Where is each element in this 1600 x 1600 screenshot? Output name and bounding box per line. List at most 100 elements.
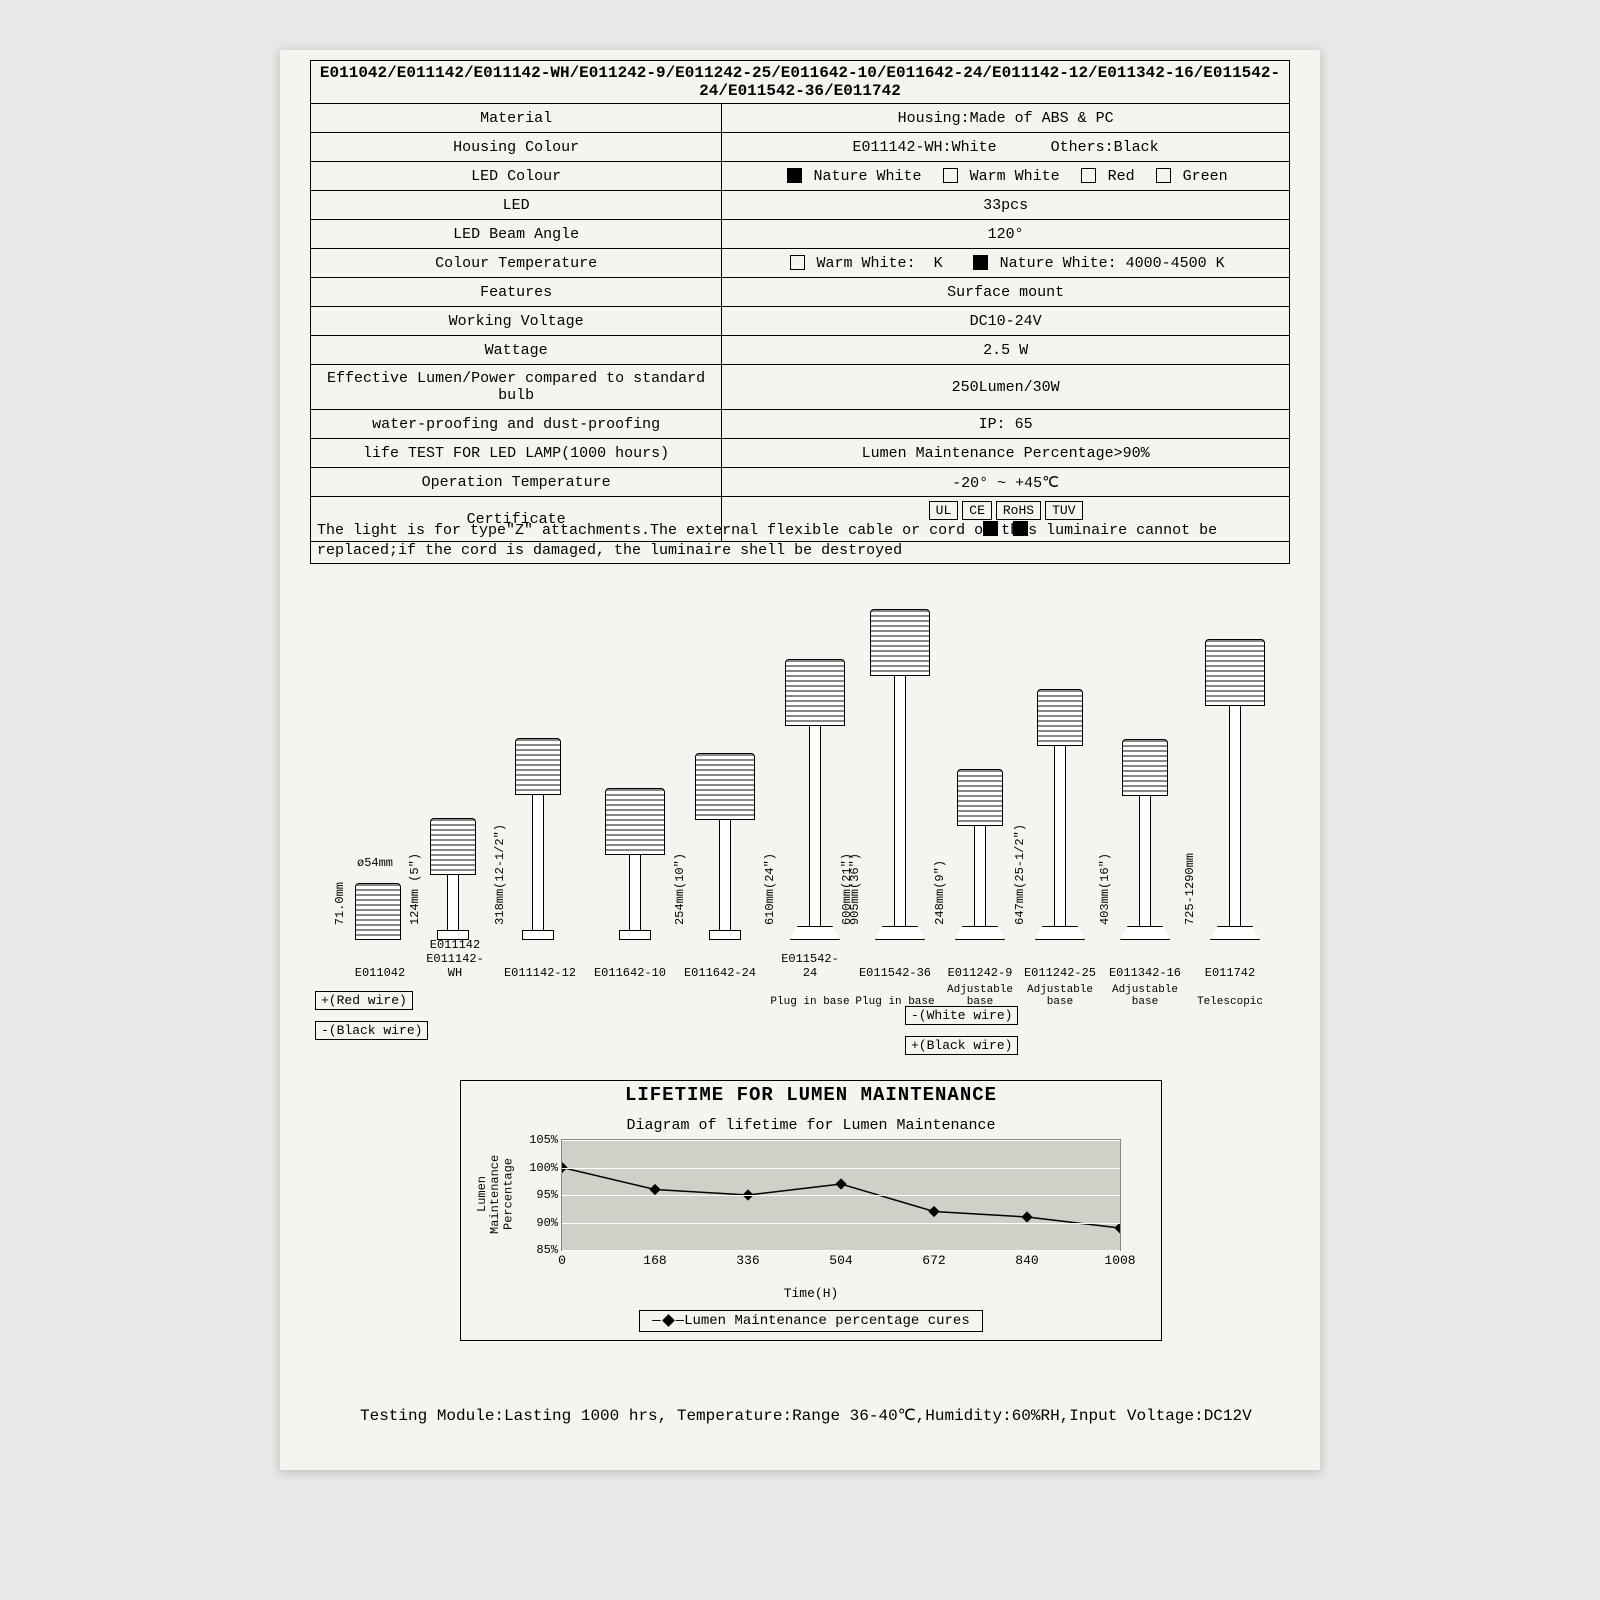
lens-icon [957, 769, 1003, 826]
lens-icon [355, 883, 401, 940]
model-label: E011142E011142-WH [410, 938, 500, 980]
product-diagram [1205, 639, 1265, 940]
type-z-note: The light is for type"Z" attachments.The… [310, 518, 1290, 564]
model-sublabel: Adjustablebase [1015, 984, 1105, 1008]
base [1035, 926, 1085, 940]
spec-row: MaterialHousing:Made of ABS & PC [311, 104, 1290, 133]
stem [447, 875, 459, 930]
spec-value: Nature White Warm White Red Green [722, 162, 1290, 191]
product-diagram [355, 883, 401, 940]
lens-icon [785, 659, 845, 726]
chart-title: LIFETIME FOR LUMEN MAINTENANCE [461, 1081, 1161, 1109]
base [709, 930, 741, 940]
dimension-label: 610mm(24") [763, 853, 777, 925]
product-diagram [955, 769, 1005, 940]
dimension-label: 647mm(25-1/2") [1013, 824, 1027, 925]
model-label: E011342-16 [1100, 966, 1190, 980]
stem [974, 826, 986, 926]
y-axis-label: LumenMaintenancePercentage [476, 1149, 516, 1239]
base [955, 926, 1005, 940]
spec-sheet: E011042/E011142/E011142-WH/E011242-9/E01… [280, 50, 1320, 1470]
chart-subtitle: Diagram of lifetime for Lumen Maintenanc… [461, 1109, 1161, 1139]
spec-row: LED Beam Angle120° [311, 220, 1290, 249]
model-label: E011542-36 [850, 966, 940, 980]
spec-label: water-proofing and dust-proofing [311, 410, 722, 439]
spec-row: LED33pcs [311, 191, 1290, 220]
stem [1139, 796, 1151, 926]
dimension-label: 71.0mm [333, 882, 347, 925]
product-diagram [430, 818, 476, 940]
spec-value: Housing:Made of ABS & PC [722, 104, 1290, 133]
spec-label: Material [311, 104, 722, 133]
stem [894, 676, 906, 926]
dimension-label: 725-1290mm [1183, 853, 1197, 925]
product-diagram [1035, 689, 1085, 940]
spec-value: -20° ~ +45℃ [722, 468, 1290, 497]
stem [719, 820, 731, 930]
dimension-label: 254mm(10") [673, 853, 687, 925]
spec-label: Features [311, 278, 722, 307]
product-diagram [870, 609, 930, 940]
spec-value: E011142-WH:White Others:Black [722, 133, 1290, 162]
spec-value: 2.5 W [722, 336, 1290, 365]
lens-icon [515, 738, 561, 795]
spec-value: Surface mount [722, 278, 1290, 307]
model-sublabel: Adjustablebase [935, 984, 1025, 1008]
spec-value: Lumen Maintenance Percentage>90% [722, 439, 1290, 468]
y-tick: 90% [536, 1216, 558, 1230]
testing-footer: Testing Module:Lasting 1000 hrs, Tempera… [360, 1405, 1252, 1425]
spec-label: Wattage [311, 336, 722, 365]
stem [809, 726, 821, 926]
x-tick: 1008 [1104, 1253, 1135, 1268]
chart-plot: 85%90%95%100%105%01683365046728401008 [561, 1139, 1121, 1251]
dimension-label: 248mm(9") [933, 860, 947, 925]
base [522, 930, 554, 940]
dimension-label: 318mm(12-1/2") [493, 824, 507, 925]
spec-row: Working VoltageDC10-24V [311, 307, 1290, 336]
product-diagram [605, 788, 665, 940]
y-tick: 85% [536, 1243, 558, 1257]
x-tick: 504 [829, 1253, 852, 1268]
spec-row: Effective Lumen/Power compared to standa… [311, 365, 1290, 410]
base [1120, 926, 1170, 940]
y-tick: 105% [529, 1133, 558, 1147]
base [790, 926, 840, 940]
lens-icon [695, 753, 755, 820]
model-sublabel: Plug in base [765, 996, 855, 1008]
spec-value: 120° [722, 220, 1290, 249]
spec-row: Wattage2.5 W [311, 336, 1290, 365]
black-wire-label-1: -(Black wire) [315, 1021, 428, 1040]
model-label: E011642-10 [585, 966, 675, 980]
x-tick: 672 [922, 1253, 945, 1268]
model-label: E011642-24 [675, 966, 765, 980]
model-label: E011242-25 [1015, 966, 1105, 980]
x-tick: 0 [558, 1253, 566, 1268]
product-diagrams: +(Red wire) -(Black wire) -(White wire) … [300, 590, 1300, 1070]
spec-row: Colour Temperature Warm White: K Nature … [311, 249, 1290, 278]
lens-icon [1037, 689, 1083, 746]
spec-value: 250Lumen/30W [722, 365, 1290, 410]
product-diagram [515, 738, 561, 940]
spec-label: LED [311, 191, 722, 220]
model-sublabel: Adjustablebase [1100, 984, 1190, 1008]
base [1210, 926, 1260, 940]
model-sublabel: Telescopic [1185, 996, 1275, 1008]
x-tick: 336 [736, 1253, 759, 1268]
x-axis-label: Time(H) [461, 1261, 1161, 1306]
product-diagram [785, 659, 845, 940]
y-tick: 95% [536, 1188, 558, 1202]
spec-row: FeaturesSurface mount [311, 278, 1290, 307]
chart-section: LIFETIME FOR LUMEN MAINTENANCE Diagram o… [460, 1080, 1162, 1341]
spec-value: 33pcs [722, 191, 1290, 220]
spec-row: Operation Temperature-20° ~ +45℃ [311, 468, 1290, 497]
spec-label: LED Colour [311, 162, 722, 191]
product-diagram [1120, 739, 1170, 940]
model-sublabel: Plug in base [850, 996, 940, 1008]
model-label: E011542-24 [765, 952, 855, 980]
dimension-label: ø54mm [357, 856, 393, 870]
dimension-label: 403mm(16") [1098, 853, 1112, 925]
model-label: E011742 [1185, 966, 1275, 980]
stem [1229, 706, 1241, 926]
spec-value: Warm White: K Nature White: 4000-4500 K [722, 249, 1290, 278]
model-label: E011242-9 [935, 966, 1025, 980]
